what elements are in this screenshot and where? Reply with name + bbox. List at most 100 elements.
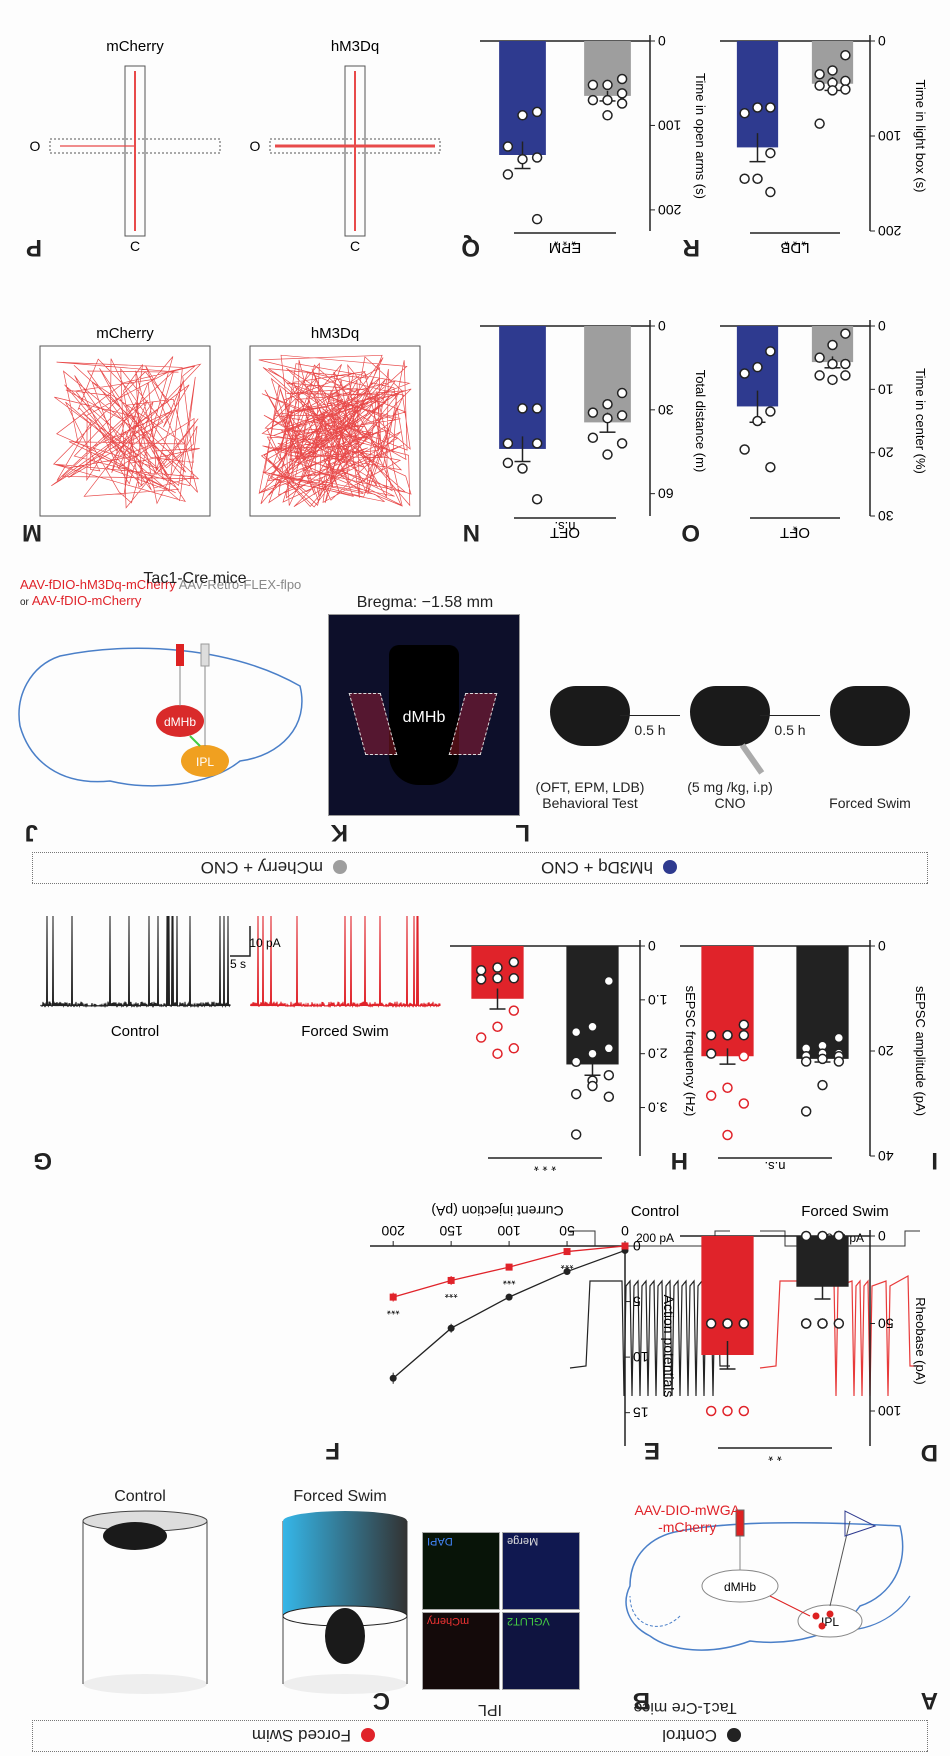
data-point <box>739 107 750 119</box>
data-point <box>765 406 776 417</box>
legend-item-forced-swim: Forced Swim <box>252 1725 375 1745</box>
significance-label: n.s. <box>765 1159 786 1174</box>
data-point <box>814 370 825 381</box>
movement-track <box>51 356 202 509</box>
data-point <box>492 1048 503 1059</box>
data-point <box>840 84 851 95</box>
data-point <box>739 173 750 184</box>
y-tick-label: 0 <box>878 1228 886 1244</box>
timeline-step-label: Forced Swim <box>800 795 940 811</box>
panel-a-virus-label: AAV-DIO-mWGA -mCherry <box>634 1502 740 1536</box>
syringe-icon <box>735 1509 745 1537</box>
chart-title: EPM <box>549 239 582 256</box>
data-point <box>475 1032 487 1043</box>
significance-label: *** <box>502 1274 516 1286</box>
data-point <box>739 444 750 455</box>
legend-label-control: Control <box>662 1726 717 1745</box>
significance-label: * * <box>768 1449 782 1464</box>
panel-b-title: IPL <box>478 1701 503 1718</box>
condition-label: mCherry <box>96 326 154 342</box>
sepsc-trace-forced-swim <box>250 916 441 1008</box>
y-tick-label: 5 <box>633 1294 641 1310</box>
projection-line <box>189 735 201 747</box>
data-point <box>833 1032 845 1044</box>
labeled-cell-icon <box>812 1612 820 1620</box>
trace-label-forced-swim: Forced Swim <box>301 1023 389 1040</box>
y-axis-label: Total distance (m) <box>693 370 708 473</box>
data-point <box>616 387 628 399</box>
data-point <box>505 1263 513 1271</box>
data-point <box>800 1106 812 1117</box>
data-point <box>508 956 520 968</box>
data-point <box>389 1293 397 1301</box>
significance-label: n.s. <box>555 519 576 534</box>
voltage-trace-control <box>569 1275 730 1397</box>
channel-label-vglut2: VGLUT2 <box>507 1615 550 1627</box>
cylinder-control-icon <box>82 1510 208 1694</box>
virus-red-label-2: AAV-fDIO-mCherry <box>31 593 142 608</box>
data-point <box>827 339 838 351</box>
brain-sagittal-diagram-a: dMHb IPL <box>625 1509 911 1651</box>
panel-label-f: F <box>325 1437 340 1464</box>
data-point <box>814 69 825 80</box>
recording-electrode <box>829 1520 851 1607</box>
data-point <box>765 346 776 357</box>
data-point <box>817 1230 828 1242</box>
y-tick-label: 0 <box>633 1238 641 1254</box>
data-point <box>840 50 851 61</box>
legend-item-hm3dq: hM3Dq + CNO <box>541 857 677 877</box>
data-point <box>800 1230 812 1242</box>
significance-label: *** <box>560 1259 574 1271</box>
data-point <box>616 98 628 109</box>
y-tick-label: 20 <box>878 1043 894 1059</box>
data-point <box>800 1318 812 1329</box>
legend-item-mcherry: mCherry + CNO <box>201 857 347 877</box>
water-fill <box>283 1511 407 1616</box>
chart-r-ldb: LDB 0 100 200 Time in light box (s) * * * <box>720 33 928 256</box>
hm3dq-dot-icon <box>663 860 677 874</box>
x-axis-label: Current injection (pA) <box>431 1203 563 1219</box>
data-point <box>505 1293 513 1301</box>
image-mcherry: mCherry <box>422 1612 500 1690</box>
image-dapi: DAPI <box>422 1532 500 1610</box>
data-point <box>570 1088 582 1100</box>
condition-label: hM3Dq <box>311 326 359 342</box>
scale-y-label: 10 pA <box>249 936 280 950</box>
chart-title: LDB <box>780 239 809 256</box>
panel-label-k: K <box>330 819 348 846</box>
mouse-icon <box>550 686 630 746</box>
data-point <box>603 1043 615 1054</box>
data-point <box>502 438 514 449</box>
timeline-step-title: Forced Swim <box>829 795 911 811</box>
dmhb-region-label: dMHb <box>164 715 196 729</box>
mouse-swimming-icon <box>325 1608 365 1664</box>
y-tick-label: 20 <box>878 445 894 461</box>
data-point <box>602 110 613 121</box>
data-point <box>738 1051 750 1062</box>
y-tick-label: 1.0 <box>648 992 668 1008</box>
data-point <box>722 1030 733 1041</box>
data-point <box>840 358 851 370</box>
data-point <box>722 1405 733 1417</box>
data-point <box>827 65 838 76</box>
y-tick-label: 200 <box>658 202 682 218</box>
data-point <box>508 1005 520 1016</box>
data-point <box>817 1053 828 1065</box>
data-point <box>563 1248 571 1256</box>
chart-o-time-in-center: OFT 0 10 20 30 Time in center (%) * <box>720 318 928 541</box>
amplifier-icon <box>844 1510 877 1537</box>
data-point <box>502 457 514 469</box>
chart-title: OFT <box>780 524 810 541</box>
closed-arm <box>344 65 366 237</box>
image-vglut2: VGLUT2 <box>502 1612 580 1690</box>
data-point <box>508 973 520 984</box>
y-axis-label: Action potentials <box>661 1295 677 1398</box>
data-point <box>447 1324 455 1332</box>
condition-label: hM3Dq <box>331 38 379 55</box>
closed-arm <box>124 65 146 237</box>
panel-label-i: I <box>931 1147 938 1174</box>
y-tick-label: 2.0 <box>648 1046 668 1062</box>
control-dot-icon <box>727 1728 741 1742</box>
data-point <box>517 403 528 414</box>
